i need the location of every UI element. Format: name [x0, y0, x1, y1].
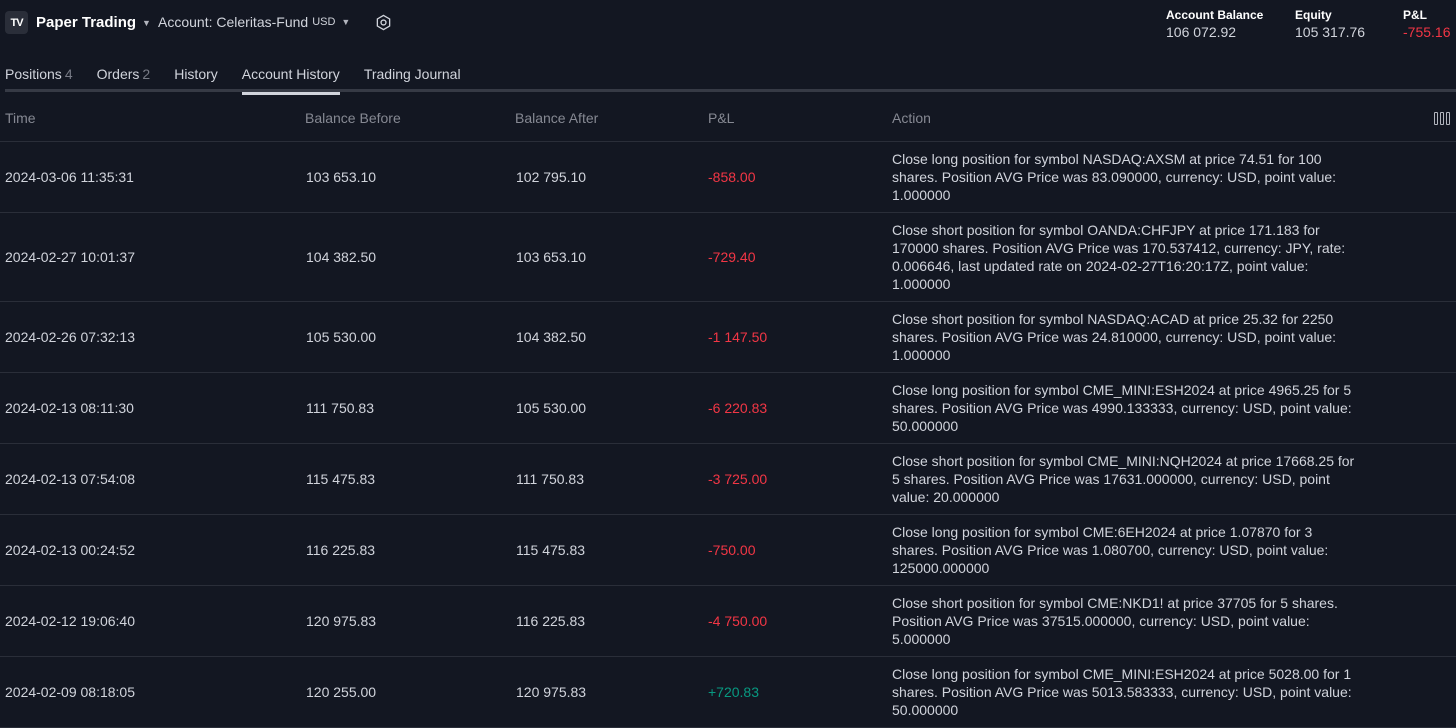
- tab-count: 2: [142, 66, 151, 82]
- cell-time: 2024-02-26 07:32:13: [5, 329, 135, 345]
- cell-time: 2024-02-09 08:18:05: [5, 684, 135, 700]
- tab-history[interactable]: History: [174, 60, 218, 92]
- cell-balance-before: 105 530.00: [306, 329, 377, 345]
- equity-label: Equity: [1295, 8, 1332, 22]
- cell-pnl: -3 725.00: [708, 471, 768, 487]
- cell-pnl: -6 220.83: [708, 400, 768, 416]
- cell-balance-after: 111 750.83: [516, 471, 584, 487]
- cell-balance-after: 120 975.83: [516, 684, 587, 700]
- tab-orders[interactable]: Orders 2: [97, 60, 151, 92]
- account-balance-value: 106 072.92: [1166, 24, 1237, 40]
- pnl-stat: P&L -755.16: [1403, 8, 1450, 41]
- column-header-pnl[interactable]: P&L: [708, 110, 735, 126]
- cell-balance-after: 116 225.83: [516, 613, 586, 629]
- settings-gear-icon[interactable]: [374, 13, 392, 31]
- column-header-action[interactable]: Action: [892, 110, 931, 126]
- account-currency: USD: [312, 16, 336, 28]
- tab-count: 4: [64, 66, 73, 82]
- cell-time: 2024-02-13 08:11:30: [5, 400, 134, 416]
- tab-label: History: [174, 66, 218, 82]
- chevron-down-icon: ▼: [341, 17, 351, 27]
- cell-pnl: -858.00: [708, 169, 756, 185]
- tab-label: Orders: [96, 66, 140, 82]
- cell-time: 2024-03-06 11:35:31: [5, 169, 134, 185]
- broker-selector[interactable]: Paper Trading ▼: [36, 14, 151, 31]
- table-row[interactable]: 2024-03-06 11:35:31 103 653.10 102 795.10 -…: [0, 142, 1456, 213]
- tab-trading-journal[interactable]: Trading Journal: [364, 60, 461, 92]
- cell-action: Close long position for symbol CME_MINI:…: [892, 382, 1352, 434]
- account-balance-label: Account Balance: [1166, 8, 1264, 22]
- account-selector[interactable]: Account: Celeritas-Fund USD ▼: [158, 14, 350, 30]
- cell-balance-after: 105 530.00: [516, 400, 587, 416]
- cell-action: Close short position for symbol NASDAQ:A…: [892, 311, 1337, 363]
- cell-time: 2024-02-27 10:01:37: [5, 249, 135, 265]
- cell-action: Close long position for symbol NASDAQ:AX…: [892, 151, 1337, 203]
- cell-balance-before: 104 382.50: [306, 249, 377, 265]
- cell-action: Close short position for symbol CME:NKD1…: [892, 595, 1338, 647]
- cell-pnl: -4 750.00: [708, 613, 768, 629]
- broker-label: Paper Trading: [36, 14, 137, 31]
- table-body: 2024-03-06 11:35:31 103 653.10 102 795.10 -…: [0, 142, 1456, 728]
- cell-balance-after: 102 795.10: [516, 169, 587, 185]
- pnl-value: -755.16: [1403, 24, 1451, 40]
- tab-positions[interactable]: Positions 4: [5, 60, 73, 92]
- cell-balance-before: 120 255.00: [306, 684, 377, 700]
- column-header-balance-after[interactable]: Balance After: [515, 110, 599, 126]
- cell-balance-before: 120 975.83: [306, 613, 377, 629]
- chevron-down-icon: ▼: [142, 17, 151, 28]
- cell-time: 2024-02-12 19:06:40: [5, 613, 135, 629]
- table-row[interactable]: 2024-02-09 08:18:05 120 255.00 120 975.83 +…: [0, 657, 1456, 728]
- cell-time: 2024-02-13 00:24:52: [5, 542, 135, 558]
- tab-label: Trading Journal: [363, 66, 461, 82]
- table-row[interactable]: 2024-02-13 07:54:08 115 475.83 111 750.83 -…: [0, 444, 1456, 515]
- column-header-balance-before[interactable]: Balance Before: [305, 110, 401, 126]
- cell-time: 2024-02-13 07:54:08: [5, 471, 135, 487]
- tab-bar: Positions 4 Orders 2 History Account Histo…: [0, 60, 485, 95]
- table-row[interactable]: 2024-02-13 00:24:52 116 225.83 115 475.83 -…: [0, 515, 1456, 586]
- account-balance-stat: Account Balance 106 072.92: [1166, 8, 1263, 41]
- cell-balance-after: 104 382.50: [516, 329, 587, 345]
- table-row[interactable]: 2024-02-26 07:32:13 105 530.00 104 382.50 -…: [0, 302, 1456, 373]
- tab-scrollbar[interactable]: [5, 89, 1456, 92]
- cell-balance-before: 111 750.83: [306, 400, 374, 416]
- cell-balance-before: 115 475.83: [306, 471, 376, 487]
- tab-account-history[interactable]: Account History: [241, 60, 340, 95]
- equity-stat: Equity 105 317.76: [1295, 8, 1365, 41]
- cell-balance-after: 115 475.83: [516, 542, 586, 558]
- cell-balance-after: 103 653.10: [516, 249, 587, 265]
- cell-balance-before: 116 225.83: [306, 542, 376, 558]
- top-bar: TV Paper Trading ▼ Account: Celeritas-Fu…: [0, 0, 1456, 48]
- cell-pnl: -750.00: [708, 542, 756, 558]
- tradingview-logo-icon[interactable]: TV: [5, 11, 28, 34]
- equity-value: 105 317.76: [1295, 24, 1366, 40]
- table-row[interactable]: 2024-02-27 10:01:37 104 382.50 103 653.10 -…: [0, 213, 1456, 302]
- cell-pnl: -729.40: [708, 249, 756, 265]
- table-row[interactable]: 2024-02-12 19:06:40 120 975.83 116 225.83 -…: [0, 586, 1456, 657]
- table-header: Time Balance Before Balance After P&L Ac…: [0, 96, 1456, 142]
- account-label: Account: Celeritas-Fund: [158, 14, 309, 30]
- column-settings-icon[interactable]: [1434, 112, 1450, 125]
- cell-action: Close long position for symbol CME_MINI:…: [892, 666, 1352, 718]
- cell-action: Close long position for symbol CME:6EH20…: [892, 524, 1329, 576]
- column-header-time[interactable]: Time: [5, 110, 36, 126]
- tab-label: Positions: [5, 66, 62, 82]
- table-row[interactable]: 2024-02-13 08:11:30 111 750.83 105 530.00 -…: [0, 373, 1456, 444]
- tab-label: Account History: [241, 66, 340, 82]
- account-history-table: Time Balance Before Balance After P&L Ac…: [0, 96, 1456, 728]
- cell-pnl: +720.83: [708, 684, 759, 700]
- cell-action: Close short position for symbol CME_MINI…: [892, 453, 1355, 505]
- pnl-label: P&L: [1403, 8, 1427, 22]
- cell-balance-before: 103 653.10: [306, 169, 377, 185]
- cell-action: Close short position for symbol OANDA:CH…: [892, 222, 1346, 292]
- cell-pnl: -1 147.50: [708, 329, 768, 345]
